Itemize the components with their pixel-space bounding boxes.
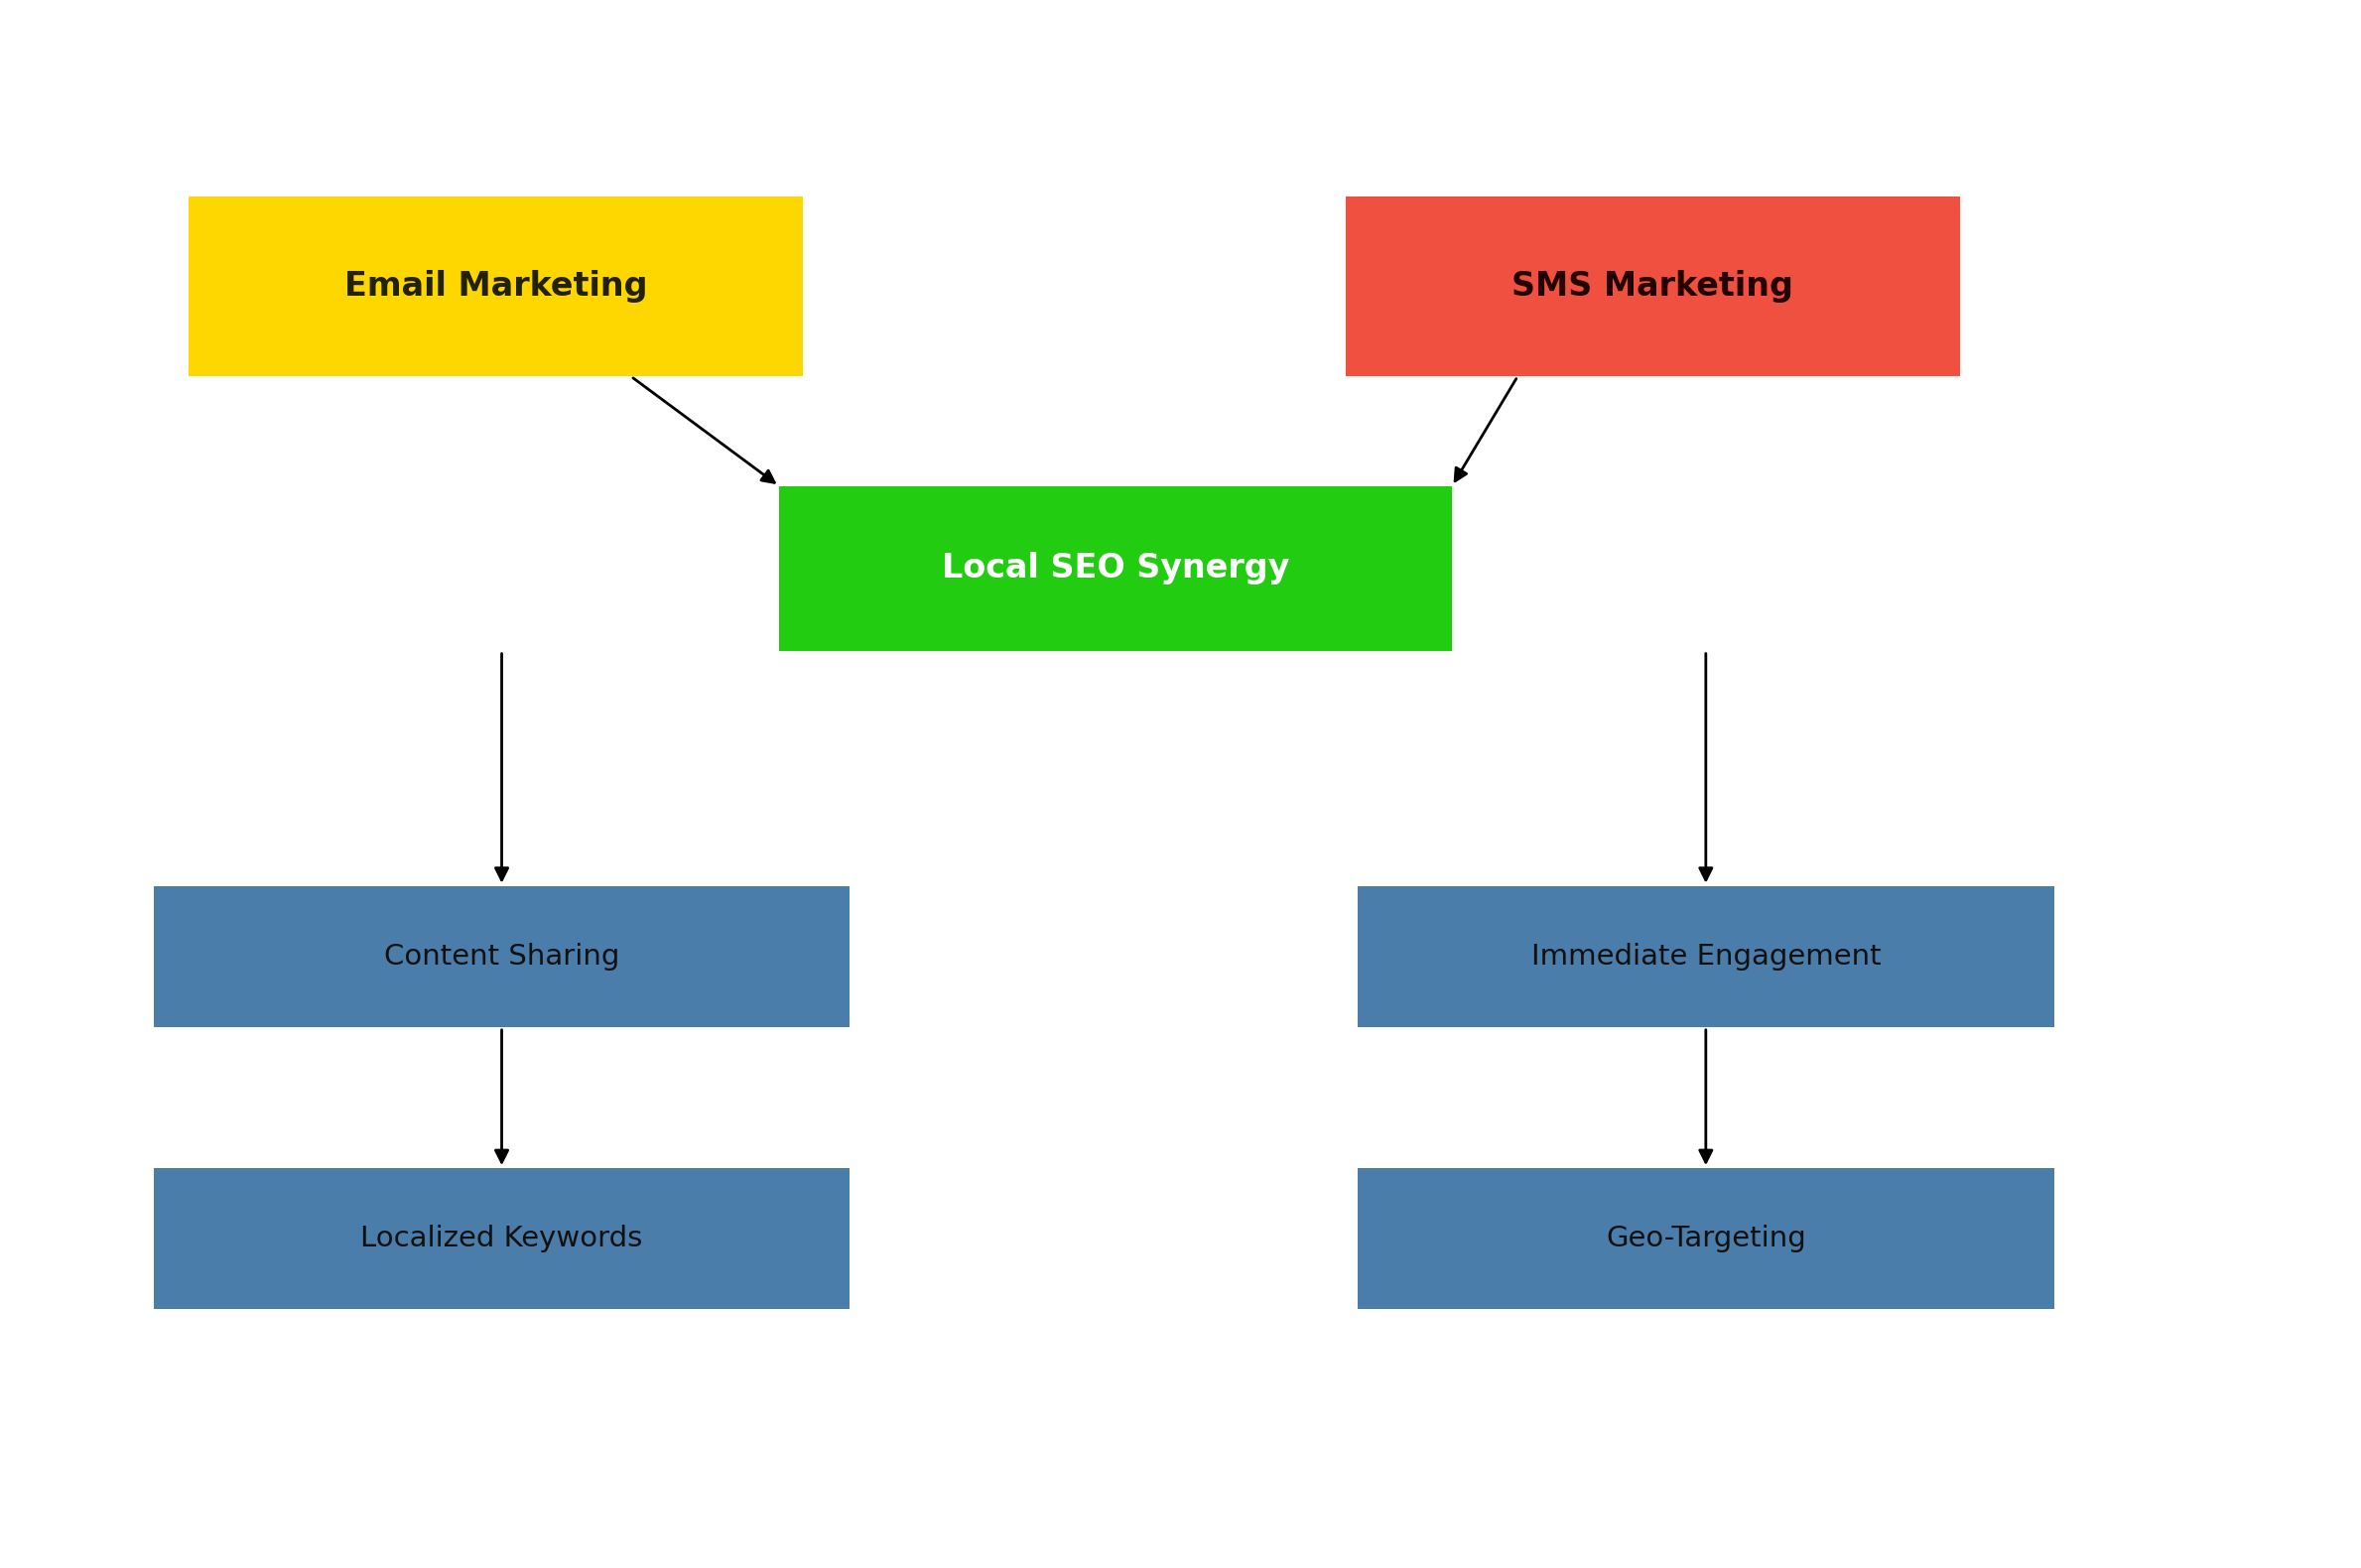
- Text: Localized Keywords: Localized Keywords: [361, 1225, 642, 1253]
- FancyBboxPatch shape: [1358, 1168, 2054, 1309]
- Text: Local SEO Synergy: Local SEO Synergy: [942, 552, 1289, 585]
- FancyBboxPatch shape: [153, 1168, 850, 1309]
- FancyBboxPatch shape: [779, 486, 1452, 651]
- FancyBboxPatch shape: [153, 886, 850, 1027]
- Text: Content Sharing: Content Sharing: [385, 942, 619, 971]
- Text: Email Marketing: Email Marketing: [345, 270, 647, 303]
- Text: SMS Marketing: SMS Marketing: [1511, 270, 1794, 303]
- FancyBboxPatch shape: [1358, 886, 2054, 1027]
- Text: Geo-Targeting: Geo-Targeting: [1605, 1225, 1806, 1253]
- FancyBboxPatch shape: [1346, 196, 1960, 376]
- FancyBboxPatch shape: [189, 196, 803, 376]
- Text: Immediate Engagement: Immediate Engagement: [1530, 942, 1882, 971]
